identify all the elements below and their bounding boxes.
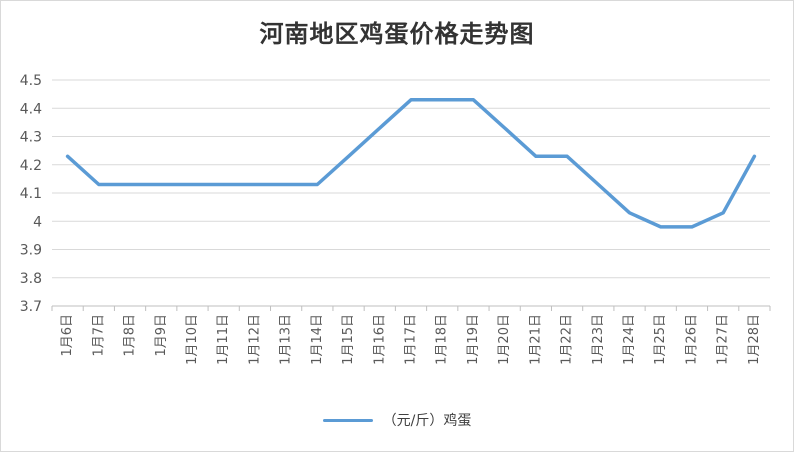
- x-tick-label: 1月6日: [60, 314, 75, 357]
- x-tick-label: 1月12日: [247, 314, 262, 365]
- x-tick-label: 1月7日: [91, 314, 106, 357]
- y-tick-label: 3.7: [20, 299, 42, 315]
- y-tick-label: 4.5: [20, 73, 42, 89]
- x-tick-label: 1月13日: [279, 314, 294, 365]
- chart-title: 河南地区鸡蛋价格走势图: [259, 20, 535, 48]
- x-tick-label: 1月26日: [684, 314, 699, 365]
- y-tick-label: 4.1: [20, 186, 42, 202]
- x-tick-label: 1月8日: [123, 314, 138, 357]
- legend-swatch: [322, 418, 373, 422]
- x-tick-label: 1月16日: [372, 314, 387, 365]
- x-tick-label: 1月23日: [591, 314, 606, 365]
- y-tick-label: 4.3: [20, 130, 42, 146]
- x-tick-label: 1月20日: [497, 314, 512, 365]
- x-tick-label: 1月10日: [185, 314, 200, 365]
- x-tick-label: 1月14日: [310, 314, 325, 365]
- y-tick-label: 4.2: [20, 158, 42, 174]
- x-tick-label: 1月18日: [435, 314, 450, 365]
- y-tick-label: 4: [33, 214, 42, 230]
- x-tick-label: 1月25日: [653, 314, 668, 365]
- x-tick-label: 1月17日: [404, 314, 419, 365]
- x-tick-label: 1月28日: [747, 314, 762, 365]
- x-tick-label: 1月9日: [154, 314, 169, 357]
- x-tick-label: 1月11日: [216, 314, 231, 365]
- x-tick-label: 1月24日: [622, 314, 637, 365]
- y-tick-label: 3.8: [20, 271, 42, 287]
- legend-label: （元/斤）鸡蛋: [382, 413, 472, 429]
- x-tick-label: 1月22日: [560, 314, 575, 365]
- y-tick-label: 4.4: [20, 101, 42, 117]
- x-tick-label: 1月21日: [528, 314, 543, 365]
- y-tick-label: 3.9: [20, 243, 42, 259]
- x-tick-label: 1月27日: [716, 314, 731, 365]
- series-line: [65, 98, 757, 229]
- legend: （元/斤）鸡蛋: [0, 410, 794, 430]
- x-tick-label: 1月19日: [466, 314, 481, 365]
- x-tick-label: 1月15日: [341, 314, 356, 365]
